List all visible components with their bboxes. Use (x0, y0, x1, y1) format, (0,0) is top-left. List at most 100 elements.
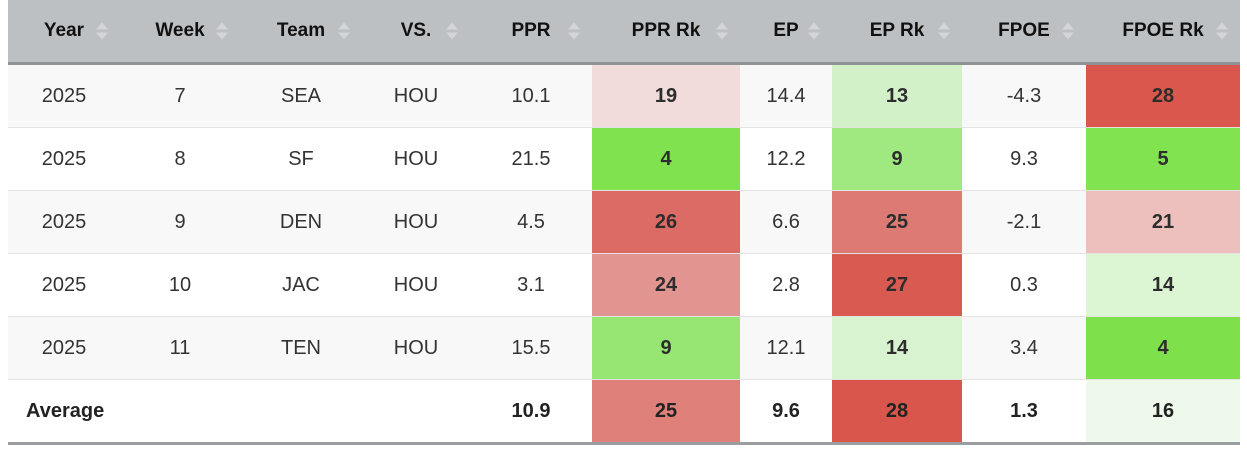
sort-arrows-icon[interactable] (446, 22, 458, 40)
cell-ep-rk: 25 (832, 190, 962, 254)
sort-ascending-icon[interactable] (338, 22, 350, 30)
cell-vs: HOU (362, 63, 470, 128)
cell-ppr-rk: 26 (592, 190, 740, 254)
cell-week: 8 (120, 127, 240, 191)
cell-year: 2025 (8, 253, 120, 317)
cell-ppr: 15.5 (470, 316, 592, 380)
cell-fpoe: -2.1 (962, 190, 1086, 254)
column-header-week[interactable]: Week (120, 0, 240, 65)
column-header-label: VS. (400, 20, 432, 41)
cell-ppr-rk: 19 (592, 63, 740, 128)
cell-ppr: 3.1 (470, 253, 592, 317)
cell-ep: 14.4 (740, 63, 832, 128)
cell-ep-rk: 9 (832, 127, 962, 191)
sort-descending-icon[interactable] (216, 32, 228, 40)
cell-vs: HOU (362, 253, 470, 317)
cell-team: TEN (240, 316, 362, 380)
cell-fpoe: -4.3 (962, 63, 1086, 128)
sort-descending-icon[interactable] (568, 32, 580, 40)
cell-fpoe-rk: 4 (1086, 316, 1240, 380)
sort-descending-icon[interactable] (938, 32, 950, 40)
sort-arrows-icon[interactable] (568, 22, 580, 40)
cell-week: 7 (120, 63, 240, 128)
player-gamelog-table-container: Year Week Team VS. PPR PPR Rk EP EP Rk FPOE FPOE … (8, 0, 1240, 445)
game-row-week-10: 2025 10 JAC HOU 3.1 24 2.8 27 0.3 14 (8, 253, 1240, 317)
game-row-week-8: 2025 8 SF HOU 21.5 4 12.2 9 9.3 5 (8, 127, 1240, 191)
cell-year: 2025 (8, 127, 120, 191)
sort-ascending-icon[interactable] (808, 22, 820, 30)
sort-ascending-icon[interactable] (446, 22, 458, 30)
column-header-vs[interactable]: VS. (362, 0, 470, 65)
sort-ascending-icon[interactable] (716, 22, 728, 30)
column-header-fpoe_rk[interactable]: FPOE Rk (1086, 0, 1240, 65)
column-header-fpoe[interactable]: FPOE (962, 0, 1086, 65)
cell-year: 2025 (8, 63, 120, 128)
average-cell-fpoe-rk: 16 (1086, 379, 1240, 445)
cell-ppr: 4.5 (470, 190, 592, 254)
sort-arrows-icon[interactable] (96, 22, 108, 40)
average-cell-ppr: 10.9 (470, 379, 592, 445)
average-cell-ppr-rk: 25 (592, 379, 740, 445)
column-header-label: EP Rk (869, 20, 925, 41)
average-cell-ep: 9.6 (740, 379, 832, 445)
column-header-ppr_rk[interactable]: PPR Rk (592, 0, 740, 65)
cell-ep: 6.6 (740, 190, 832, 254)
column-header-label: FPOE (998, 20, 1050, 41)
sort-ascending-icon[interactable] (96, 22, 108, 30)
cell-team: SEA (240, 63, 362, 128)
sort-arrows-icon[interactable] (716, 22, 728, 40)
sort-arrows-icon[interactable] (1062, 22, 1074, 40)
column-header-year[interactable]: Year (8, 0, 120, 65)
cell-ep: 2.8 (740, 253, 832, 317)
sort-descending-icon[interactable] (446, 32, 458, 40)
cell-ep: 12.2 (740, 127, 832, 191)
average-cell-fpoe: 1.3 (962, 379, 1086, 445)
column-header-label: Week (155, 20, 205, 41)
sort-ascending-icon[interactable] (1062, 22, 1074, 30)
cell-week: 11 (120, 316, 240, 380)
sort-ascending-icon[interactable] (216, 22, 228, 30)
cell-fpoe: 3.4 (962, 316, 1086, 380)
cell-ep-rk: 14 (832, 316, 962, 380)
player-gamelog-table: Year Week Team VS. PPR PPR Rk EP EP Rk FPOE FPOE … (8, 0, 1240, 445)
sort-ascending-icon[interactable] (1216, 22, 1228, 30)
column-header-ep_rk[interactable]: EP Rk (832, 0, 962, 65)
cell-vs: HOU (362, 316, 470, 380)
game-row-week-9: 2025 9 DEN HOU 4.5 26 6.6 25 -2.1 21 (8, 190, 1240, 254)
sort-ascending-icon[interactable] (938, 22, 950, 30)
sort-descending-icon[interactable] (338, 32, 350, 40)
cell-ep-rk: 27 (832, 253, 962, 317)
cell-ppr-rk: 24 (592, 253, 740, 317)
cell-ppr: 10.1 (470, 63, 592, 128)
cell-ppr-rk: 9 (592, 316, 740, 380)
sort-descending-icon[interactable] (716, 32, 728, 40)
column-header-label: PPR (511, 20, 551, 41)
average-cell-ep-rk: 28 (832, 379, 962, 445)
sort-descending-icon[interactable] (808, 32, 820, 40)
table-header-row: Year Week Team VS. PPR PPR Rk EP EP Rk FPOE FPOE … (8, 0, 1240, 65)
sort-descending-icon[interactable] (96, 32, 108, 40)
sort-arrows-icon[interactable] (216, 22, 228, 40)
sort-descending-icon[interactable] (1216, 32, 1228, 40)
sort-arrows-icon[interactable] (1216, 22, 1228, 40)
game-row-week-11: 2025 11 TEN HOU 15.5 9 12.1 14 3.4 4 (8, 316, 1240, 380)
cell-fpoe-rk: 21 (1086, 190, 1240, 254)
column-header-label: FPOE Rk (1122, 20, 1204, 41)
cell-team: JAC (240, 253, 362, 317)
cell-fpoe-rk: 28 (1086, 63, 1240, 128)
column-header-team[interactable]: Team (240, 0, 362, 65)
sort-ascending-icon[interactable] (568, 22, 580, 30)
cell-ppr-rk: 4 (592, 127, 740, 191)
column-header-ppr[interactable]: PPR (470, 0, 592, 65)
sort-arrows-icon[interactable] (808, 22, 820, 40)
sort-arrows-icon[interactable] (338, 22, 350, 40)
cell-year: 2025 (8, 190, 120, 254)
sort-descending-icon[interactable] (1062, 32, 1074, 40)
cell-year: 2025 (8, 316, 120, 380)
cell-team: SF (240, 127, 362, 191)
column-header-ep[interactable]: EP (740, 0, 832, 65)
column-header-label: Team (276, 20, 326, 41)
cell-week: 10 (120, 253, 240, 317)
average-row: Average 10.9 25 9.6 28 1.3 16 (8, 379, 1240, 445)
sort-arrows-icon[interactable] (938, 22, 950, 40)
